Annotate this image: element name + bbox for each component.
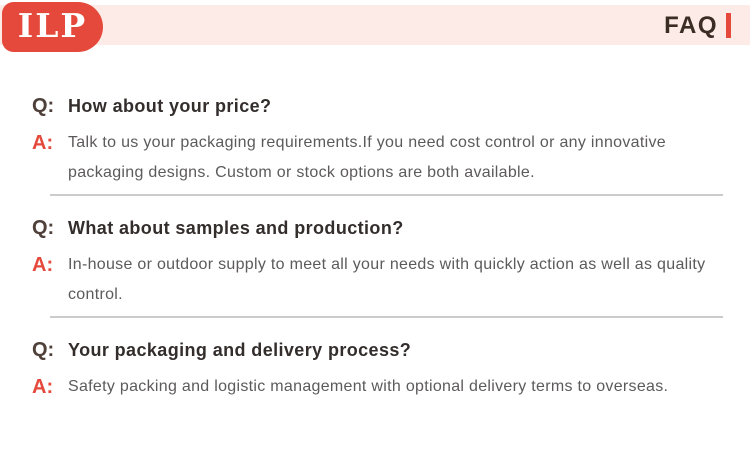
brand-logo: ILP bbox=[2, 2, 103, 52]
answer-text: Talk to us your packaging requirements.I… bbox=[68, 134, 666, 181]
question-row: Q: Your packaging and delivery process? bbox=[32, 340, 722, 360]
answer-marker: A: bbox=[32, 254, 54, 276]
faq-item: Q: Your packaging and delivery process? … bbox=[32, 340, 722, 402]
brand-logo-text: ILP bbox=[17, 6, 88, 45]
faq-list: Q: How about your price? A: Talk to us y… bbox=[0, 52, 750, 402]
answer-text: In-house or outdoor supply to meet all y… bbox=[68, 256, 706, 303]
answer-marker: A: bbox=[32, 132, 54, 154]
answer-row: A: In-house or outdoor supply to meet al… bbox=[32, 250, 722, 310]
question-marker: Q: bbox=[32, 339, 55, 361]
faq-item: Q: How about your price? A: Talk to us y… bbox=[32, 96, 722, 188]
faq-section-title: FAQ bbox=[664, 11, 718, 39]
header-strip bbox=[0, 5, 750, 45]
divider bbox=[50, 194, 723, 196]
question-text: Your packaging and delivery process? bbox=[68, 340, 412, 360]
divider bbox=[50, 316, 723, 318]
question-text: How about your price? bbox=[68, 96, 272, 116]
faq-item: Q: What about samples and production? A:… bbox=[32, 218, 722, 310]
question-row: Q: What about samples and production? bbox=[32, 218, 722, 238]
question-row: Q: How about your price? bbox=[32, 96, 722, 116]
answer-marker: A: bbox=[32, 376, 54, 398]
header: ILP FAQ bbox=[0, 0, 750, 52]
answer-text: Safety packing and logistic management w… bbox=[68, 378, 669, 395]
answer-row: A: Safety packing and logistic managemen… bbox=[32, 372, 722, 402]
question-marker: Q: bbox=[32, 217, 55, 239]
faq-accent-bar bbox=[726, 13, 731, 38]
answer-row: A: Talk to us your packaging requirement… bbox=[32, 128, 722, 188]
faq-title-group: FAQ bbox=[664, 12, 731, 39]
question-marker: Q: bbox=[32, 95, 55, 117]
question-text: What about samples and production? bbox=[68, 218, 404, 238]
